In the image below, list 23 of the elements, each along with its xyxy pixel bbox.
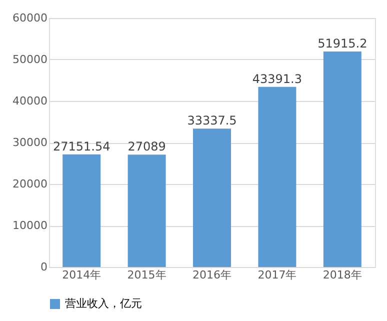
x-tick-label: 2017年 bbox=[258, 268, 297, 282]
bar bbox=[258, 86, 296, 267]
x-tick-label: 2015年 bbox=[127, 268, 166, 282]
data-label: 27151.54 bbox=[52, 139, 110, 154]
data-label: 33337.5 bbox=[187, 114, 237, 128]
data-label: 51915.2 bbox=[318, 36, 368, 51]
bar bbox=[128, 154, 166, 267]
bar bbox=[323, 52, 362, 267]
data-label: 27089 bbox=[128, 140, 166, 154]
data-label: 43391.3 bbox=[252, 72, 302, 86]
y-tick-label: 20000 bbox=[12, 178, 48, 190]
y-tick-label: 0 bbox=[40, 260, 48, 274]
legend-label: 营业收入，亿元 bbox=[65, 297, 142, 310]
y-tick-label: 10000 bbox=[12, 219, 48, 232]
x-tick-label: 2014年 bbox=[62, 268, 102, 282]
y-tick-label: 60000 bbox=[12, 12, 48, 24]
y-tick-label: 40000 bbox=[12, 94, 48, 108]
y-tick-label: 30000 bbox=[12, 136, 48, 149]
bar bbox=[62, 154, 101, 267]
x-tick-label: 2016年 bbox=[192, 268, 232, 282]
bar bbox=[193, 128, 231, 267]
y-tick-label: 50000 bbox=[12, 53, 48, 66]
x-tick-label: 2018年 bbox=[322, 268, 362, 282]
